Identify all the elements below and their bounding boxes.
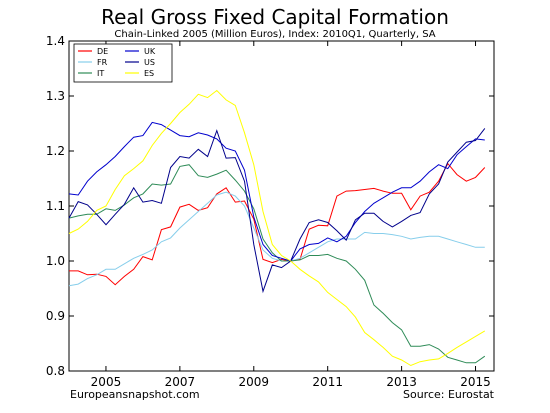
plot-area: 0.8 0.9 1.0 1.1 1.2 1.3 1.4 2005 2007 2009 2011 201…	[46, 34, 495, 389]
y-tick-label: 0.8	[46, 364, 65, 378]
chart-title: Real Gross Fixed Capital Formation	[101, 5, 449, 29]
legend-label-it: IT	[97, 69, 104, 78]
y-tick-label: 0.9	[46, 309, 65, 323]
footer-right: Source: Eurostat	[403, 388, 495, 401]
series-line-us	[68, 128, 486, 294]
y-tick-label: 1.3	[46, 89, 65, 103]
legend-label-es: ES	[144, 69, 154, 78]
x-tick-label: 2011	[312, 375, 343, 389]
x-tick-label: 2015	[460, 375, 491, 389]
series-line-de	[69, 162, 486, 286]
series-line-uk	[68, 121, 485, 262]
y-tick-label: 1.0	[46, 254, 65, 268]
y-tick-label: 1.1	[46, 199, 65, 213]
x-tick-label: 2009	[239, 375, 270, 389]
series-line-fr	[68, 191, 485, 287]
x-tick-label: 2013	[386, 375, 417, 389]
series-line-it	[68, 164, 486, 364]
x-tick-label: 2007	[165, 375, 196, 389]
legend-label-fr: FR	[97, 58, 108, 67]
series-line-es	[68, 89, 486, 367]
legend-label-uk: UK	[144, 47, 156, 56]
legend-label-us: US	[144, 58, 155, 67]
plot-frame	[68, 40, 495, 372]
legend: DE FR IT UK US ES	[73, 43, 173, 83]
footer-left: Europeansnapshot.com	[70, 388, 200, 401]
chart-subtitle: Chain-Linked 2005 (Million Euros), Index…	[114, 29, 435, 40]
legend-box	[73, 43, 173, 83]
x-tick-label: 2005	[91, 375, 122, 389]
y-tick-label: 1.2	[46, 144, 65, 158]
y-tick-label: 1.4	[46, 34, 65, 48]
legend-label-de: DE	[97, 47, 108, 56]
